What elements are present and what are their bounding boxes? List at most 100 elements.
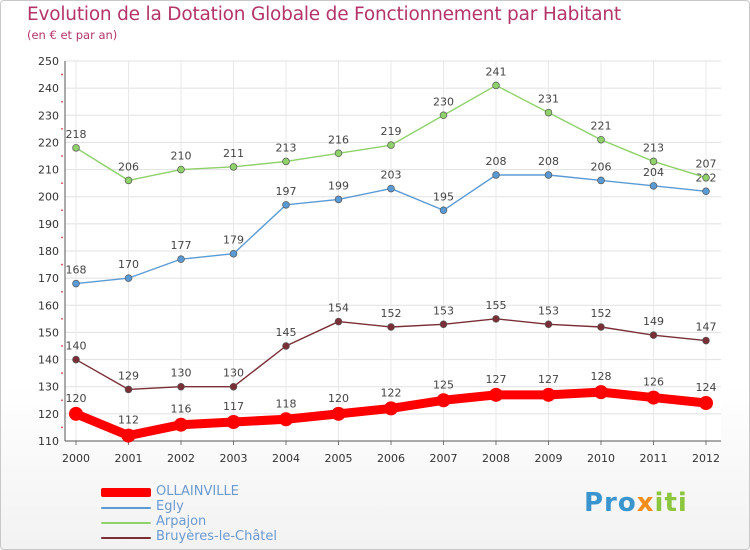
data-point <box>174 417 188 432</box>
data-label: 155 <box>486 299 507 312</box>
y-minor-tick <box>61 426 63 429</box>
data-point <box>436 393 451 408</box>
x-tick-label: 2011 <box>640 452 668 465</box>
data-point <box>387 141 395 149</box>
y-tick-label: 120 <box>38 408 59 421</box>
legend-label: Egly <box>156 499 184 514</box>
data-point <box>544 320 553 329</box>
data-label: 208 <box>538 155 559 168</box>
data-point <box>279 412 293 427</box>
data-point <box>177 382 185 391</box>
data-point <box>702 173 710 182</box>
data-point <box>541 387 556 402</box>
y-minor-tick <box>61 399 63 402</box>
data-point <box>124 385 133 394</box>
x-tick-label: 2000 <box>62 452 90 465</box>
x-tick-label: 2008 <box>482 452 510 465</box>
data-point <box>492 81 500 90</box>
x-tick-label: 2005 <box>325 452 353 465</box>
data-point <box>72 144 80 152</box>
legend-swatch <box>101 488 151 497</box>
line-chart: 110 120 130 140 150 160 170 180 190 200 210 220 230 2… <box>38 55 721 465</box>
data-label: 126 <box>643 376 664 389</box>
data-label: 112 <box>118 414 139 427</box>
data-label: 199 <box>328 179 349 192</box>
data-label: 152 <box>381 307 402 320</box>
data-point <box>597 176 605 185</box>
data-point <box>597 323 605 331</box>
data-point <box>646 390 661 405</box>
data-point <box>334 195 343 204</box>
logo-part-x: x <box>636 488 655 518</box>
legend-label: OLLAINVILLE <box>156 484 239 499</box>
data-label: 120 <box>328 392 349 405</box>
data-point <box>177 165 185 174</box>
x-tick-label: 2009 <box>535 452 563 465</box>
data-label: 177 <box>171 239 192 252</box>
data-point <box>387 184 395 193</box>
data-point <box>124 274 133 282</box>
data-label: 170 <box>118 258 139 271</box>
data-label: 213 <box>276 141 297 154</box>
chart-title: Evolution de la Dotation Globale de Fonc… <box>27 4 621 25</box>
y-minor-tick <box>61 182 63 185</box>
data-point <box>72 279 80 288</box>
data-label: 127 <box>486 373 507 386</box>
data-label: 241 <box>486 65 507 78</box>
y-tick-label: 110 <box>38 435 59 448</box>
data-point <box>649 182 658 190</box>
data-label: 116 <box>171 403 192 416</box>
legend-swatch <box>101 522 151 524</box>
data-point <box>124 176 133 185</box>
data-point <box>282 342 290 350</box>
data-label: 147 <box>696 321 717 334</box>
data-label: 206 <box>591 160 612 173</box>
data-label: 128 <box>591 370 612 383</box>
data-point <box>177 255 185 263</box>
y-tick-label: 230 <box>38 109 59 122</box>
data-label: 120 <box>66 392 87 405</box>
data-label: 153 <box>433 304 454 317</box>
data-label: 140 <box>66 340 87 353</box>
data-point <box>597 135 605 144</box>
logo-part-iti: iti <box>654 488 688 518</box>
data-label: 218 <box>66 128 87 141</box>
x-tick-label: 2003 <box>220 452 248 465</box>
y-minor-tick <box>61 263 63 266</box>
y-minor-tick <box>61 73 63 76</box>
y-tick-label: 160 <box>38 299 59 312</box>
data-point <box>702 187 710 196</box>
y-minor-tick <box>61 372 63 375</box>
data-point <box>229 163 238 171</box>
data-point <box>282 201 290 209</box>
data-point <box>699 396 713 410</box>
data-point <box>492 171 500 179</box>
chart-subtitle: (en € et par an) <box>27 28 118 42</box>
data-label: 219 <box>381 125 402 138</box>
data-label: 124 <box>696 381 717 394</box>
data-label: 231 <box>538 93 559 106</box>
y-tick-label: 170 <box>38 272 59 285</box>
y-tick-label: 240 <box>38 82 59 95</box>
x-tick-label: 2007 <box>430 452 458 465</box>
data-point <box>229 249 238 258</box>
y-tick-label: 130 <box>38 381 59 394</box>
data-label: 152 <box>591 307 612 320</box>
x-tick-label: 2002 <box>167 452 195 465</box>
x-tick-label: 2001 <box>115 452 143 465</box>
y-minor-tick <box>61 236 63 239</box>
y-minor-tick <box>61 100 63 103</box>
data-label: 117 <box>223 400 244 413</box>
data-point <box>384 401 398 416</box>
data-label: 204 <box>643 166 664 179</box>
data-point <box>72 355 80 364</box>
data-point <box>594 385 608 400</box>
data-label: 149 <box>643 315 664 328</box>
legend-swatch <box>101 537 151 539</box>
data-point <box>439 206 448 215</box>
y-tick-label: 200 <box>38 191 59 204</box>
data-label: 179 <box>223 234 244 247</box>
data-point <box>226 415 241 429</box>
data-point <box>489 387 503 402</box>
